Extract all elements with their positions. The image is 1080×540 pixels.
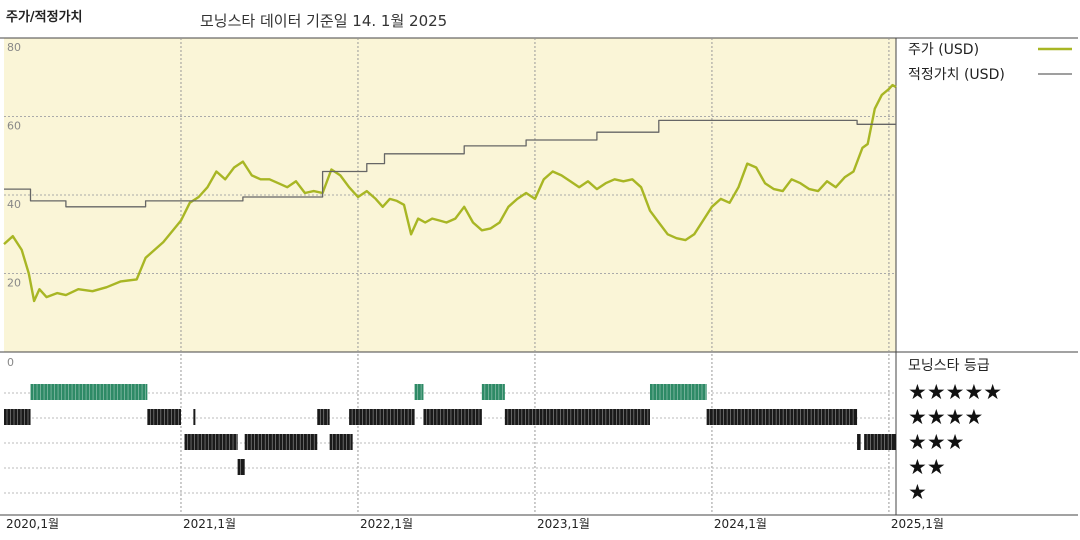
rating-bar-4-star xyxy=(706,409,858,425)
y-tick-label: 40 xyxy=(7,198,21,211)
star-rating-label: ★★★★★ xyxy=(908,380,1002,404)
legend: 주가 (USD)적정가치 (USD)모닝스타 등급★★★★★★★★★★★★★★★ xyxy=(908,42,1072,504)
legend-label-fair_value: 적정가치 (USD) xyxy=(908,67,1005,83)
x-tick-label: 2024,1월 xyxy=(714,517,767,531)
series-layer xyxy=(3,83,897,303)
rating-bar-5-star xyxy=(649,384,707,400)
rating-bar-4-star xyxy=(504,409,650,425)
star-rating-label: ★★★ xyxy=(908,430,964,454)
rating-bar-3-star xyxy=(244,434,318,450)
rating-bar-3-star xyxy=(864,434,896,450)
star-rating-label: ★★ xyxy=(908,455,946,479)
y-tick-label: 60 xyxy=(7,120,21,133)
rating-bar-4-star xyxy=(423,409,482,425)
rating-bar-4-star xyxy=(193,409,196,425)
rating-bar-3-star xyxy=(857,434,861,450)
y-tick-label: 80 xyxy=(7,41,21,54)
x-tick-label: 2021,1월 xyxy=(183,517,236,531)
rating-bar-3-star xyxy=(329,434,353,450)
axis-labels: 80 60 40 20 0 2020,1월 2021,1월 2022,1월 2023,1월 202… xyxy=(6,41,944,531)
x-tick-label: 2020,1월 xyxy=(6,517,59,531)
rating-bar-5-star xyxy=(30,384,148,400)
chart-subtitle: 모닝스타 데이터 기준일 14. 1월 2025 xyxy=(200,12,448,30)
rating-bar-4-star xyxy=(349,409,415,425)
rating-panel-title: 모닝스타 등급 xyxy=(908,358,990,374)
price-line xyxy=(3,83,897,303)
rating-bars xyxy=(4,384,896,475)
fair-value-line xyxy=(4,119,896,208)
chart-title: 주가/적정가치 xyxy=(6,10,83,25)
y-tick-label: 0 xyxy=(7,356,14,369)
rating-bar-2-star xyxy=(237,459,245,475)
x-tick-label: 2023,1월 xyxy=(537,517,590,531)
legend-label-price: 주가 (USD) xyxy=(908,42,979,58)
rating-bar-5-star xyxy=(481,384,505,400)
y-tick-label: 20 xyxy=(7,277,21,290)
rating-area xyxy=(4,352,896,515)
star-rating-label: ★ xyxy=(908,480,927,504)
x-tick-label: 2022,1월 xyxy=(360,517,413,531)
star-rating-label: ★★★★ xyxy=(908,405,983,429)
x-tick-label: 2025,1월 xyxy=(891,517,944,531)
rating-bar-4-star xyxy=(317,409,330,425)
rating-bar-5-star xyxy=(414,384,424,400)
